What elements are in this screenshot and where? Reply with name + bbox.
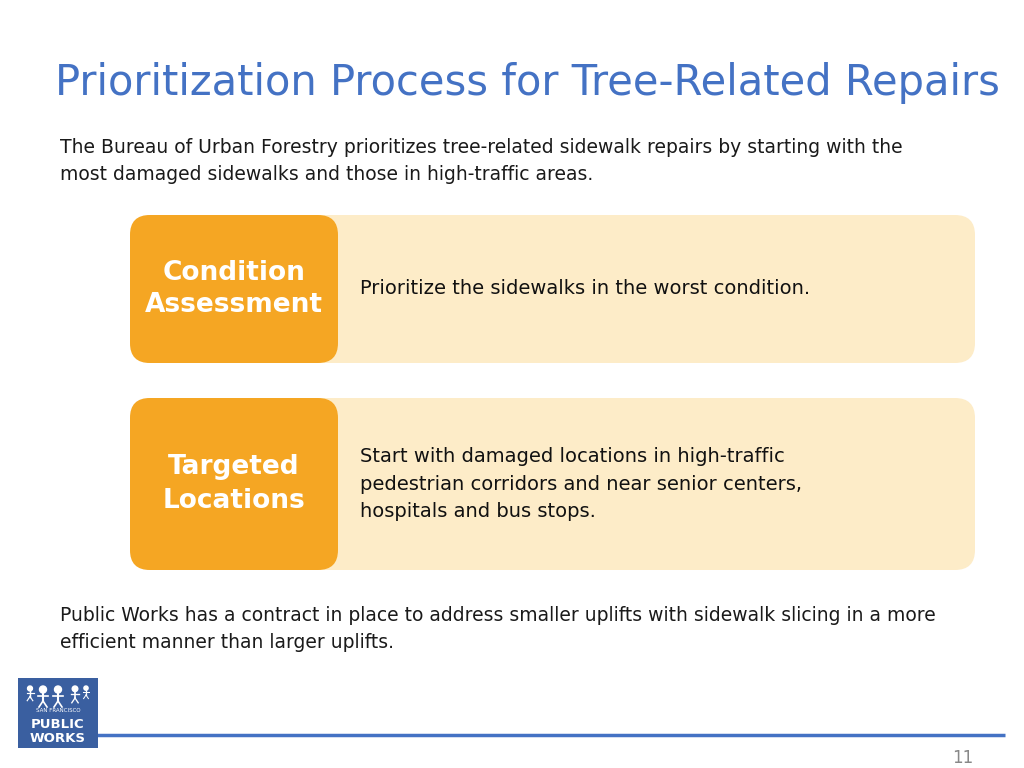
Text: WORKS: WORKS: [30, 731, 86, 744]
Circle shape: [84, 686, 88, 690]
Circle shape: [54, 686, 61, 693]
Text: Prioritization Process for Tree-Related Repairs: Prioritization Process for Tree-Related …: [55, 62, 999, 104]
Text: PUBLIC: PUBLIC: [31, 719, 85, 731]
Text: 11: 11: [952, 749, 974, 767]
FancyBboxPatch shape: [130, 398, 975, 570]
Text: The Bureau of Urban Forestry prioritizes tree-related sidewalk repairs by starti: The Bureau of Urban Forestry prioritizes…: [60, 138, 902, 184]
Circle shape: [28, 686, 33, 691]
FancyBboxPatch shape: [130, 398, 338, 570]
Text: Start with damaged locations in high-traffic
pedestrian corridors and near senio: Start with damaged locations in high-tra…: [360, 447, 802, 521]
FancyBboxPatch shape: [18, 678, 98, 748]
Text: Targeted
Locations: Targeted Locations: [163, 455, 305, 514]
Text: SAN FRANCISCO: SAN FRANCISCO: [36, 707, 80, 713]
FancyBboxPatch shape: [130, 215, 975, 363]
Text: Public Works has a contract in place to address smaller uplifts with sidewalk sl: Public Works has a contract in place to …: [60, 606, 936, 652]
Text: Prioritize the sidewalks in the worst condition.: Prioritize the sidewalks in the worst co…: [360, 280, 810, 299]
Text: Condition
Assessment: Condition Assessment: [145, 260, 323, 319]
Circle shape: [40, 686, 46, 693]
Circle shape: [73, 686, 78, 692]
FancyBboxPatch shape: [130, 215, 338, 363]
